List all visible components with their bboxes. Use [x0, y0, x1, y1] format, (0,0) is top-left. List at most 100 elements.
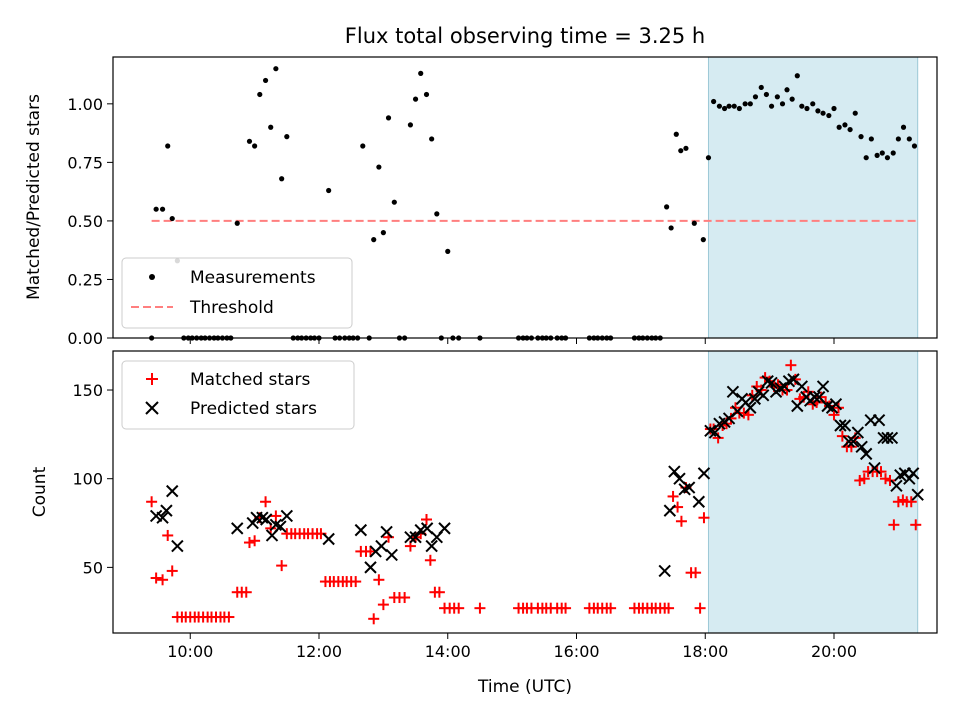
predicted-star-point — [881, 431, 894, 445]
matched-star-point — [162, 529, 174, 541]
measurement-point — [847, 126, 853, 133]
matched-star-point — [157, 574, 169, 586]
top-legend: Measurements Threshold — [121, 257, 353, 329]
predicted-star-point — [274, 520, 287, 533]
legend-predicted-marker — [145, 401, 159, 415]
predicted-star-point — [808, 390, 821, 404]
matched-star-point — [694, 602, 706, 614]
predicted-star-point — [250, 511, 263, 524]
x-tick-label: 18:00 — [682, 642, 728, 661]
predicted-star-point — [726, 385, 740, 398]
measurement-point — [234, 220, 240, 226]
measurement-point — [810, 101, 816, 107]
top-y-tick-label: 1.00 — [67, 95, 103, 114]
measurement-point — [423, 91, 430, 98]
matched-star-point — [270, 510, 282, 522]
matched-star-point — [260, 496, 272, 508]
measurement-point — [412, 96, 419, 102]
bottom-x-axis: 10:00 12:00 14:00 16:00 18:00 20:00 — [167, 633, 857, 661]
measurement-point — [268, 124, 274, 130]
predicted-star-point — [385, 548, 398, 562]
legend-matched-label: Matched stars — [190, 370, 310, 390]
matched-star-point — [421, 513, 433, 525]
predicted-star-point — [765, 376, 778, 390]
measurement-point — [858, 134, 864, 140]
bottom-y-tick-label: 50 — [83, 558, 103, 577]
predicted-star-point — [855, 440, 868, 453]
bottom-legend-box — [121, 360, 355, 430]
measurement-point — [252, 143, 258, 149]
predicted-star-point — [404, 531, 417, 544]
predicted-star-point — [708, 426, 722, 439]
predicted-star-point — [425, 539, 438, 553]
measurement-point — [169, 215, 175, 222]
matched-star-point — [663, 602, 675, 614]
measurement-point — [326, 187, 332, 194]
measurement-point — [906, 136, 912, 142]
matched-star-point — [888, 519, 900, 531]
predicted-star-point — [380, 525, 393, 539]
measurement-point — [731, 103, 737, 109]
matched-star-point — [150, 572, 162, 584]
measurement-point — [726, 103, 732, 109]
measurement-point — [257, 91, 263, 98]
measurement-point — [273, 66, 279, 72]
matched-star-point — [836, 430, 848, 442]
measurement-point — [779, 101, 786, 107]
matched-star-point — [690, 567, 702, 579]
matched-star-point — [712, 432, 724, 444]
measurement-point — [763, 91, 770, 98]
measurement-point — [159, 206, 166, 212]
top-legend-box — [121, 257, 353, 329]
matched-star-point — [166, 565, 178, 577]
bottom-highlight-span — [707, 350, 919, 634]
measurement-point — [407, 122, 414, 128]
predicted-star-point — [668, 465, 681, 478]
measurement-point — [279, 176, 285, 182]
measurement-point — [385, 115, 392, 121]
measurement-point — [774, 94, 780, 100]
top-y-tick-label: 0.50 — [67, 212, 103, 231]
legend-matched-marker — [146, 373, 158, 385]
bottom-y-tick-label: 150 — [72, 381, 103, 400]
matched-star-point — [828, 409, 840, 421]
matched-stars-points — [146, 359, 922, 625]
matched-star-point — [399, 592, 411, 604]
measurement-point — [678, 148, 684, 154]
x-tick-label: 20:00 — [811, 642, 857, 661]
predicted-star-point — [748, 392, 762, 406]
matched-star-point — [884, 474, 896, 486]
matched-star-point — [453, 602, 465, 614]
top-y-tick-label: 0.25 — [67, 270, 103, 289]
measurement-point — [890, 150, 896, 156]
measurement-point — [868, 136, 874, 142]
x-axis-label: Time (UTC) — [477, 677, 572, 697]
measurement-point — [371, 237, 377, 243]
predicted-star-point — [673, 472, 686, 485]
matched-star-point — [243, 537, 255, 549]
predicted-star-point — [834, 419, 847, 432]
measurement-point — [434, 211, 440, 217]
chart-title: Flux total observing time = 3.25 h — [345, 24, 705, 48]
x-tick-label: 12:00 — [296, 642, 342, 661]
top-axes-frame — [112, 56, 938, 339]
x-tick-label: 14:00 — [425, 642, 471, 661]
predicted-star-point — [256, 511, 269, 524]
measurement-point — [826, 112, 832, 119]
predicted-star-point — [420, 522, 434, 535]
predicted-star-point — [438, 522, 451, 535]
matched-star-point — [249, 535, 261, 547]
measurement-point — [852, 110, 858, 116]
top-highlight-span — [707, 56, 919, 339]
matched-star-point — [424, 554, 436, 566]
x-tick-label: 10:00 — [167, 642, 213, 661]
measurement-point — [668, 225, 674, 231]
measurement-point — [836, 124, 842, 130]
measurement-point — [804, 105, 810, 112]
matched-star-point — [365, 545, 376, 557]
matched-star-point — [675, 515, 687, 527]
matched-star-point — [742, 409, 754, 421]
measurement-point — [815, 108, 821, 114]
bottom-axes-frame — [112, 350, 938, 634]
